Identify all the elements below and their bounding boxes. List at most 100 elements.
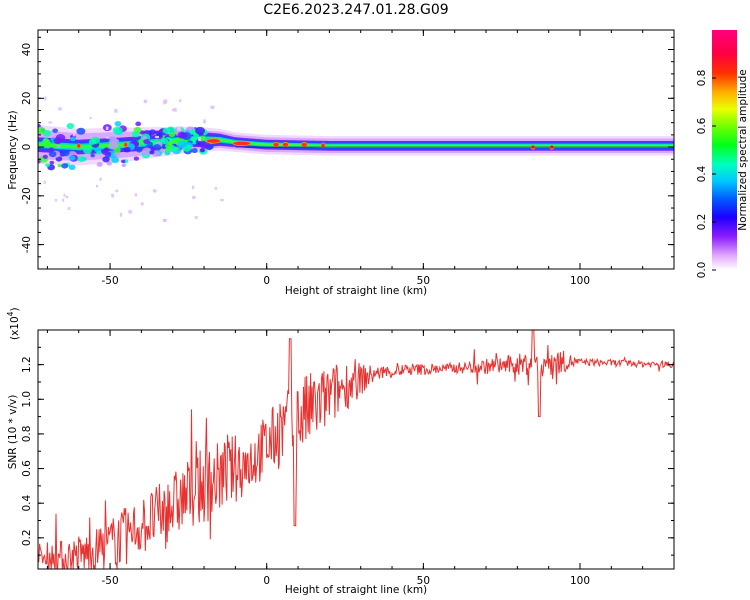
band-speckle — [155, 135, 159, 139]
x-tick-label: 50 — [417, 575, 430, 587]
band-ridge-peak — [76, 143, 82, 149]
band-blob — [133, 156, 140, 161]
y-tick-label: 0.6 — [21, 460, 33, 477]
band-blob — [191, 148, 198, 154]
band-blob — [199, 148, 205, 153]
band-speckle — [95, 184, 99, 188]
band-speckle — [194, 216, 198, 219]
band-blob — [76, 127, 86, 135]
band-speckle — [220, 198, 224, 202]
snr-y-ticks: 0.2 0.4 0.6 0.8 1.0 1.2 — [21, 346, 674, 556]
band-speckle — [119, 212, 122, 217]
snr-y-scale-base: (x10 — [9, 316, 21, 340]
band-blob — [102, 156, 110, 163]
band-speckle — [105, 136, 109, 139]
band-speckle — [99, 177, 102, 181]
spectrogram-panel: -50 0 50 100 -40 -20 0 20 40 Height of straight… — [7, 29, 675, 297]
colorbar-ticks: 0.0 0.2 0.4 0.6 0.8 — [696, 70, 716, 279]
band-blob — [90, 153, 95, 158]
band-blob — [165, 142, 173, 150]
y-tick-label: -20 — [21, 187, 33, 204]
band-blob — [49, 160, 55, 165]
band-blob — [113, 147, 121, 153]
band-speckle — [192, 195, 196, 200]
band-blob — [159, 148, 165, 153]
band-speckle — [114, 109, 118, 113]
x-tick-label: 0 — [263, 575, 270, 587]
band-blob — [83, 147, 92, 155]
band-ridge-peak — [282, 142, 289, 148]
snr-y-scale-text: (x104) — [6, 307, 21, 340]
band-blob — [135, 121, 142, 127]
band-blob — [195, 126, 205, 135]
x-tick-label: -50 — [101, 575, 118, 587]
y-tick-label: 1.0 — [21, 391, 33, 408]
band-blob — [114, 151, 120, 157]
band-speckle — [143, 99, 148, 104]
band-speckle — [140, 202, 144, 206]
colorbar-tick-label: 0.8 — [696, 70, 708, 87]
band-blob — [61, 163, 69, 169]
y-tick-label: -40 — [21, 236, 33, 253]
y-tick-label: 0.4 — [21, 495, 33, 512]
band-speckle — [65, 195, 69, 199]
band-blob — [143, 138, 150, 145]
band-speckle — [172, 108, 176, 112]
snr-series-line — [38, 330, 674, 569]
band-speckle — [115, 189, 119, 193]
band-blob — [168, 131, 176, 138]
band-blob — [149, 150, 155, 155]
band-blob — [160, 138, 169, 145]
band-blob — [38, 126, 46, 135]
snr-x-label: Height of straight line (km) — [285, 584, 427, 596]
band-blob — [133, 126, 142, 134]
band-speckle — [111, 193, 115, 198]
snr-y-scale-exponent: 4 — [6, 311, 15, 316]
spectrogram-band — [38, 96, 674, 222]
band-speckle — [179, 99, 182, 102]
snr-panel: -50 0 50 100 0.2 0.4 0.6 0.8 1.0 1.2 Height of s… — [6, 307, 675, 596]
band-blob — [101, 149, 109, 155]
band-blob — [199, 140, 210, 149]
band-blob — [107, 152, 112, 156]
band-speckle — [58, 107, 62, 111]
band-blob — [68, 155, 76, 161]
band-blob — [77, 156, 86, 163]
band-speckle — [134, 193, 138, 197]
band-speckle — [162, 218, 167, 222]
band-blob — [42, 154, 48, 159]
band-speckle — [43, 180, 46, 184]
band-speckle — [67, 207, 71, 210]
spectrogram-y-ticks: -40 -20 0 20 40 — [21, 36, 674, 270]
colorbar-tick-label: 0.4 — [696, 165, 708, 182]
band-ridge-peak — [123, 142, 129, 148]
y-tick-label: 0 — [21, 144, 33, 151]
band-speckle — [54, 198, 58, 202]
band-blob — [48, 147, 54, 152]
colorbar: 0.0 0.2 0.4 0.6 0.8 Normalized spectral ampl… — [696, 30, 749, 278]
y-tick-label: 20 — [21, 92, 33, 105]
band-ridge-peak — [272, 142, 280, 148]
band-blob — [53, 137, 62, 145]
x-tick-label: 50 — [417, 275, 430, 287]
band-blob — [114, 121, 122, 127]
spectrogram-y-label: Frequency (Hz) — [7, 110, 19, 189]
figure-title: C2E6.2023.247.01.28.G09 — [263, 2, 448, 18]
band-blob — [162, 127, 170, 134]
x-tick-label: 100 — [570, 575, 590, 587]
band-speckle — [176, 126, 181, 131]
band-speckle — [63, 194, 66, 197]
band-speckle — [198, 137, 201, 142]
band-blob — [96, 150, 102, 155]
band-blob — [106, 161, 112, 166]
band-speckle — [62, 198, 65, 202]
colorbar-tick-label: 0.2 — [696, 214, 708, 231]
x-tick-label: -50 — [101, 275, 118, 287]
band-ridge-peak — [232, 140, 252, 147]
band-blob — [68, 164, 76, 171]
colorbar-tick-label: 0.0 — [696, 262, 708, 279]
band-blob — [57, 163, 62, 168]
band-blob — [112, 126, 123, 135]
band-speckle — [203, 119, 206, 124]
